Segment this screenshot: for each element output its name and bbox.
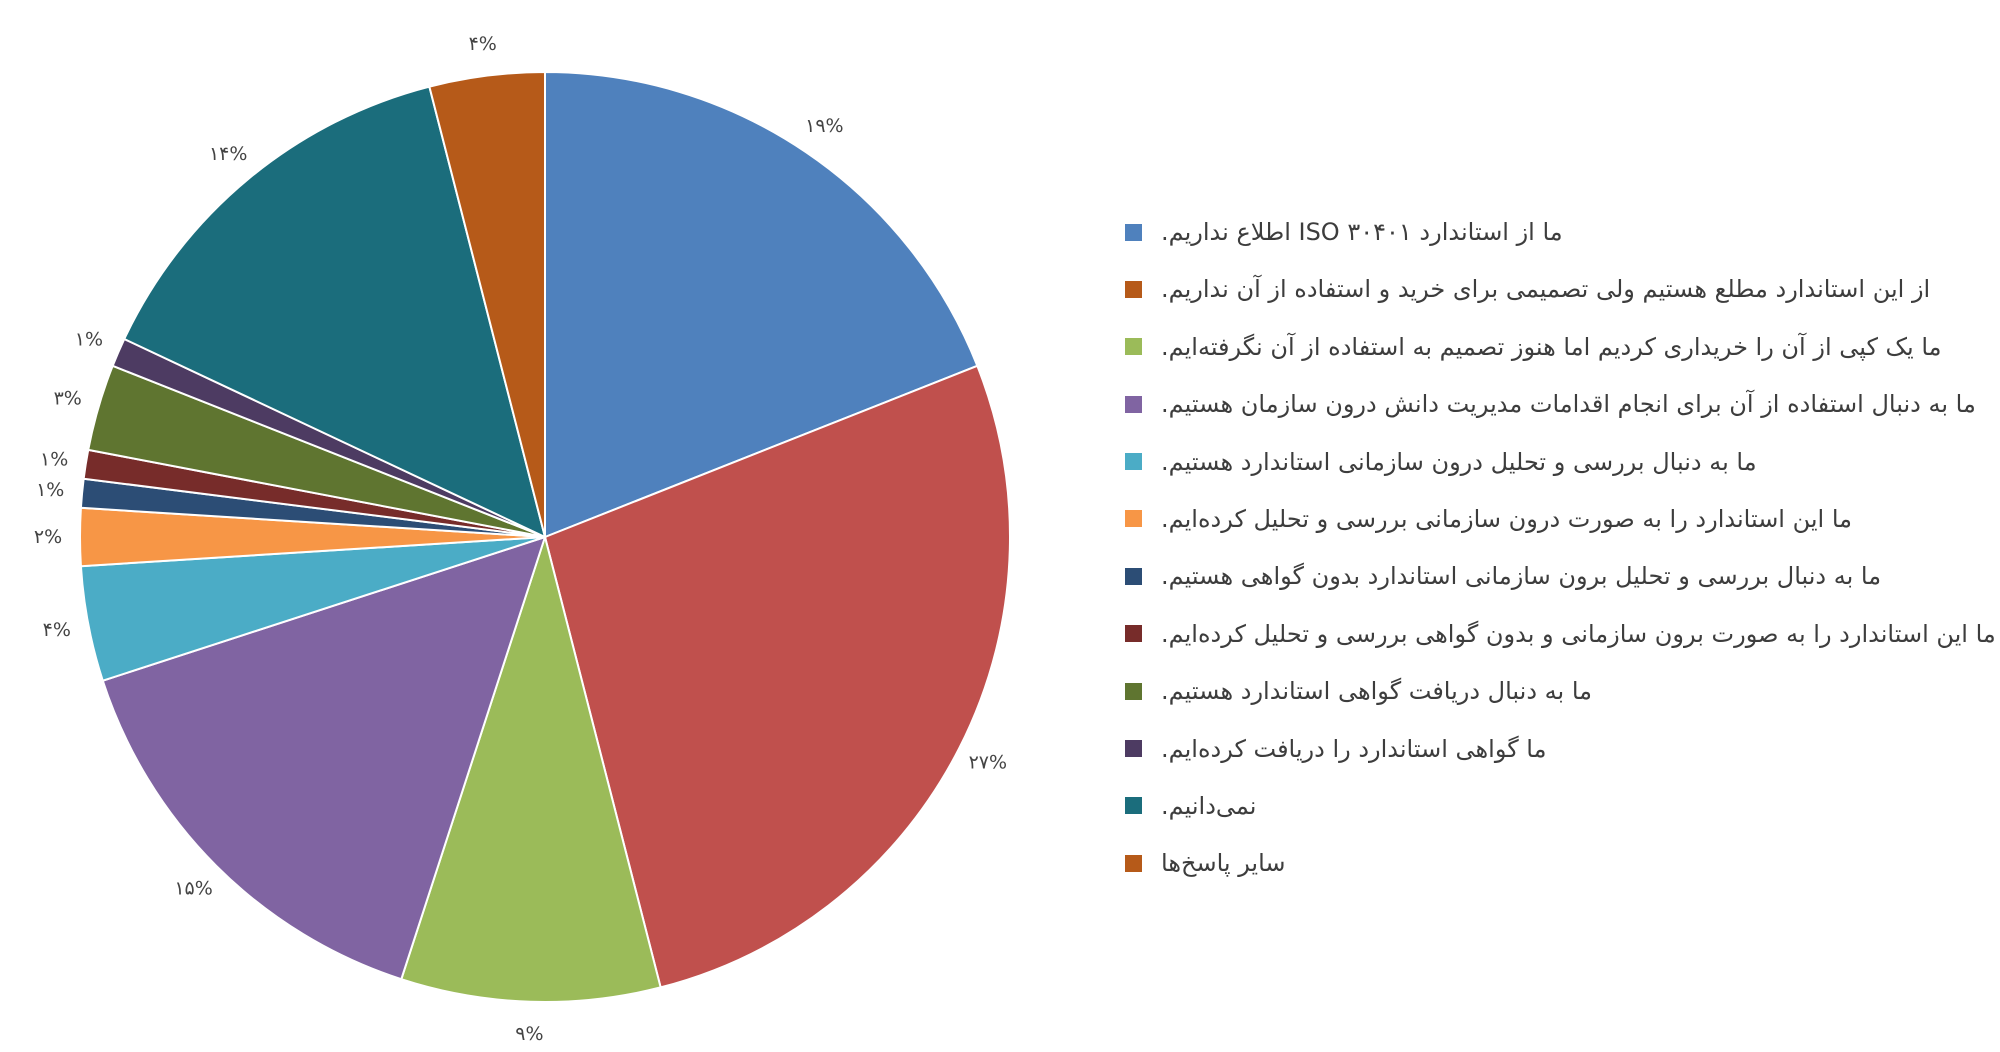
legend-label: ما به دنبال استفاده از آن برای انجام اقد… [1161, 390, 1976, 419]
legend: ما از استاندارد ISO ۳۰۴۰۱ اطلاع نداریم. ا… [1125, 210, 1996, 899]
legend-item: ما از استاندارد ISO ۳۰۴۰۱ اطلاع نداریم. [1125, 210, 1975, 254]
pie-slice-2 [543, 364, 1011, 989]
legend-label: ما به دنبال دریافت گواهی استاندارد هستیم… [1161, 677, 1593, 706]
slice-value-label-4: ۱۵% [174, 877, 212, 899]
legend-swatch [1125, 625, 1142, 643]
legend-label: ما به دنبال بررسی و تحلیل برون سازمانی ا… [1161, 562, 1882, 591]
slices-layer [79, 70, 1011, 1003]
legend-item: ما گواهی استاندارد را دریافت کرده‌ایم. [1125, 727, 1975, 771]
legend-item: سایر پاسخ‌ها [1125, 841, 1975, 885]
slice-value-label-1: ۱۹% [805, 115, 843, 137]
slice-value-label-7: ۱% [36, 479, 64, 501]
legend-swatch [1125, 682, 1142, 700]
legend-label: ما گواهی استاندارد را دریافت کرده‌ایم. [1161, 734, 1547, 763]
pie-slice-4 [101, 535, 547, 981]
pie-slice-3 [400, 533, 662, 1003]
legend-swatch [1125, 395, 1142, 413]
pie-slice-11 [122, 85, 547, 539]
legend-label: سایر پاسخ‌ها [1161, 849, 1286, 878]
legend-swatch [1125, 797, 1142, 815]
legend-item: ما این استاندارد را به صورت برون سازمانی… [1125, 612, 1996, 656]
legend-swatch [1125, 567, 1142, 585]
legend-swatch [1125, 453, 1142, 471]
legend-label: نمی‌دانیم. [1161, 791, 1257, 820]
legend-label: از این استاندارد مطلع هستیم ولی تصمیمی ب… [1161, 275, 1931, 304]
slice-value-label-10: ۱% [75, 329, 103, 351]
slice-value-label-3: ۹% [515, 1023, 543, 1045]
legend-label: ما یک کپی از آن را خریداری کردیم اما هنو… [1161, 332, 1942, 361]
legend-label: ما این استاندارد را به صورت برون سازمانی… [1161, 619, 1996, 648]
pie-slice-1 [544, 70, 979, 539]
slice-value-label-8: ۱% [40, 448, 68, 470]
slice-value-label-5: ۴% [43, 619, 71, 641]
legend-item: ما به دنبال بررسی و تحلیل برون سازمانی ا… [1125, 554, 1975, 598]
legend-swatch [1125, 854, 1142, 872]
legend-item: ما این استاندارد را به صورت درون سازمانی… [1125, 497, 1975, 541]
legend-item: ما به دنبال بررسی و تحلیل درون سازمانی ا… [1125, 440, 1975, 484]
slice-value-label-11: ۱۴% [209, 143, 247, 165]
legend-swatch [1125, 740, 1142, 758]
legend-item: نمی‌دانیم. [1125, 784, 1975, 828]
legend-item: ما یک کپی از آن را خریداری کردیم اما هنو… [1125, 325, 1975, 369]
legend-item: از این استاندارد مطلع هستیم ولی تصمیمی ب… [1125, 267, 1975, 311]
legend-label: ما از استاندارد ISO ۳۰۴۰۱ اطلاع نداریم. [1161, 218, 1563, 246]
slice-value-label-12: ۴% [469, 33, 497, 55]
legend-item: ما به دنبال استفاده از آن برای انجام اقد… [1125, 382, 1976, 426]
legend-swatch [1125, 280, 1142, 298]
legend-label: ما به دنبال بررسی و تحلیل درون سازمانی ا… [1161, 447, 1757, 476]
legend-swatch [1125, 223, 1142, 241]
legend-item: ما به دنبال دریافت گواهی استاندارد هستیم… [1125, 669, 1975, 713]
legend-swatch [1125, 338, 1142, 356]
slice-value-label-2: ۲۷% [969, 752, 1007, 774]
legend-label: ما این استاندارد را به صورت درون سازمانی… [1161, 504, 1853, 533]
slice-value-label-6: ۲% [34, 526, 62, 548]
legend-swatch [1125, 510, 1142, 528]
slice-value-label-9: ۳% [54, 387, 82, 409]
slice-labels-layer: ۱۹% ۲۷% ۹% ۱۵% ۴% ۲% ۱% ۱% ۳% ۱% ۱۴% ۴% [34, 33, 1007, 1045]
pie-slice-12 [428, 70, 546, 538]
